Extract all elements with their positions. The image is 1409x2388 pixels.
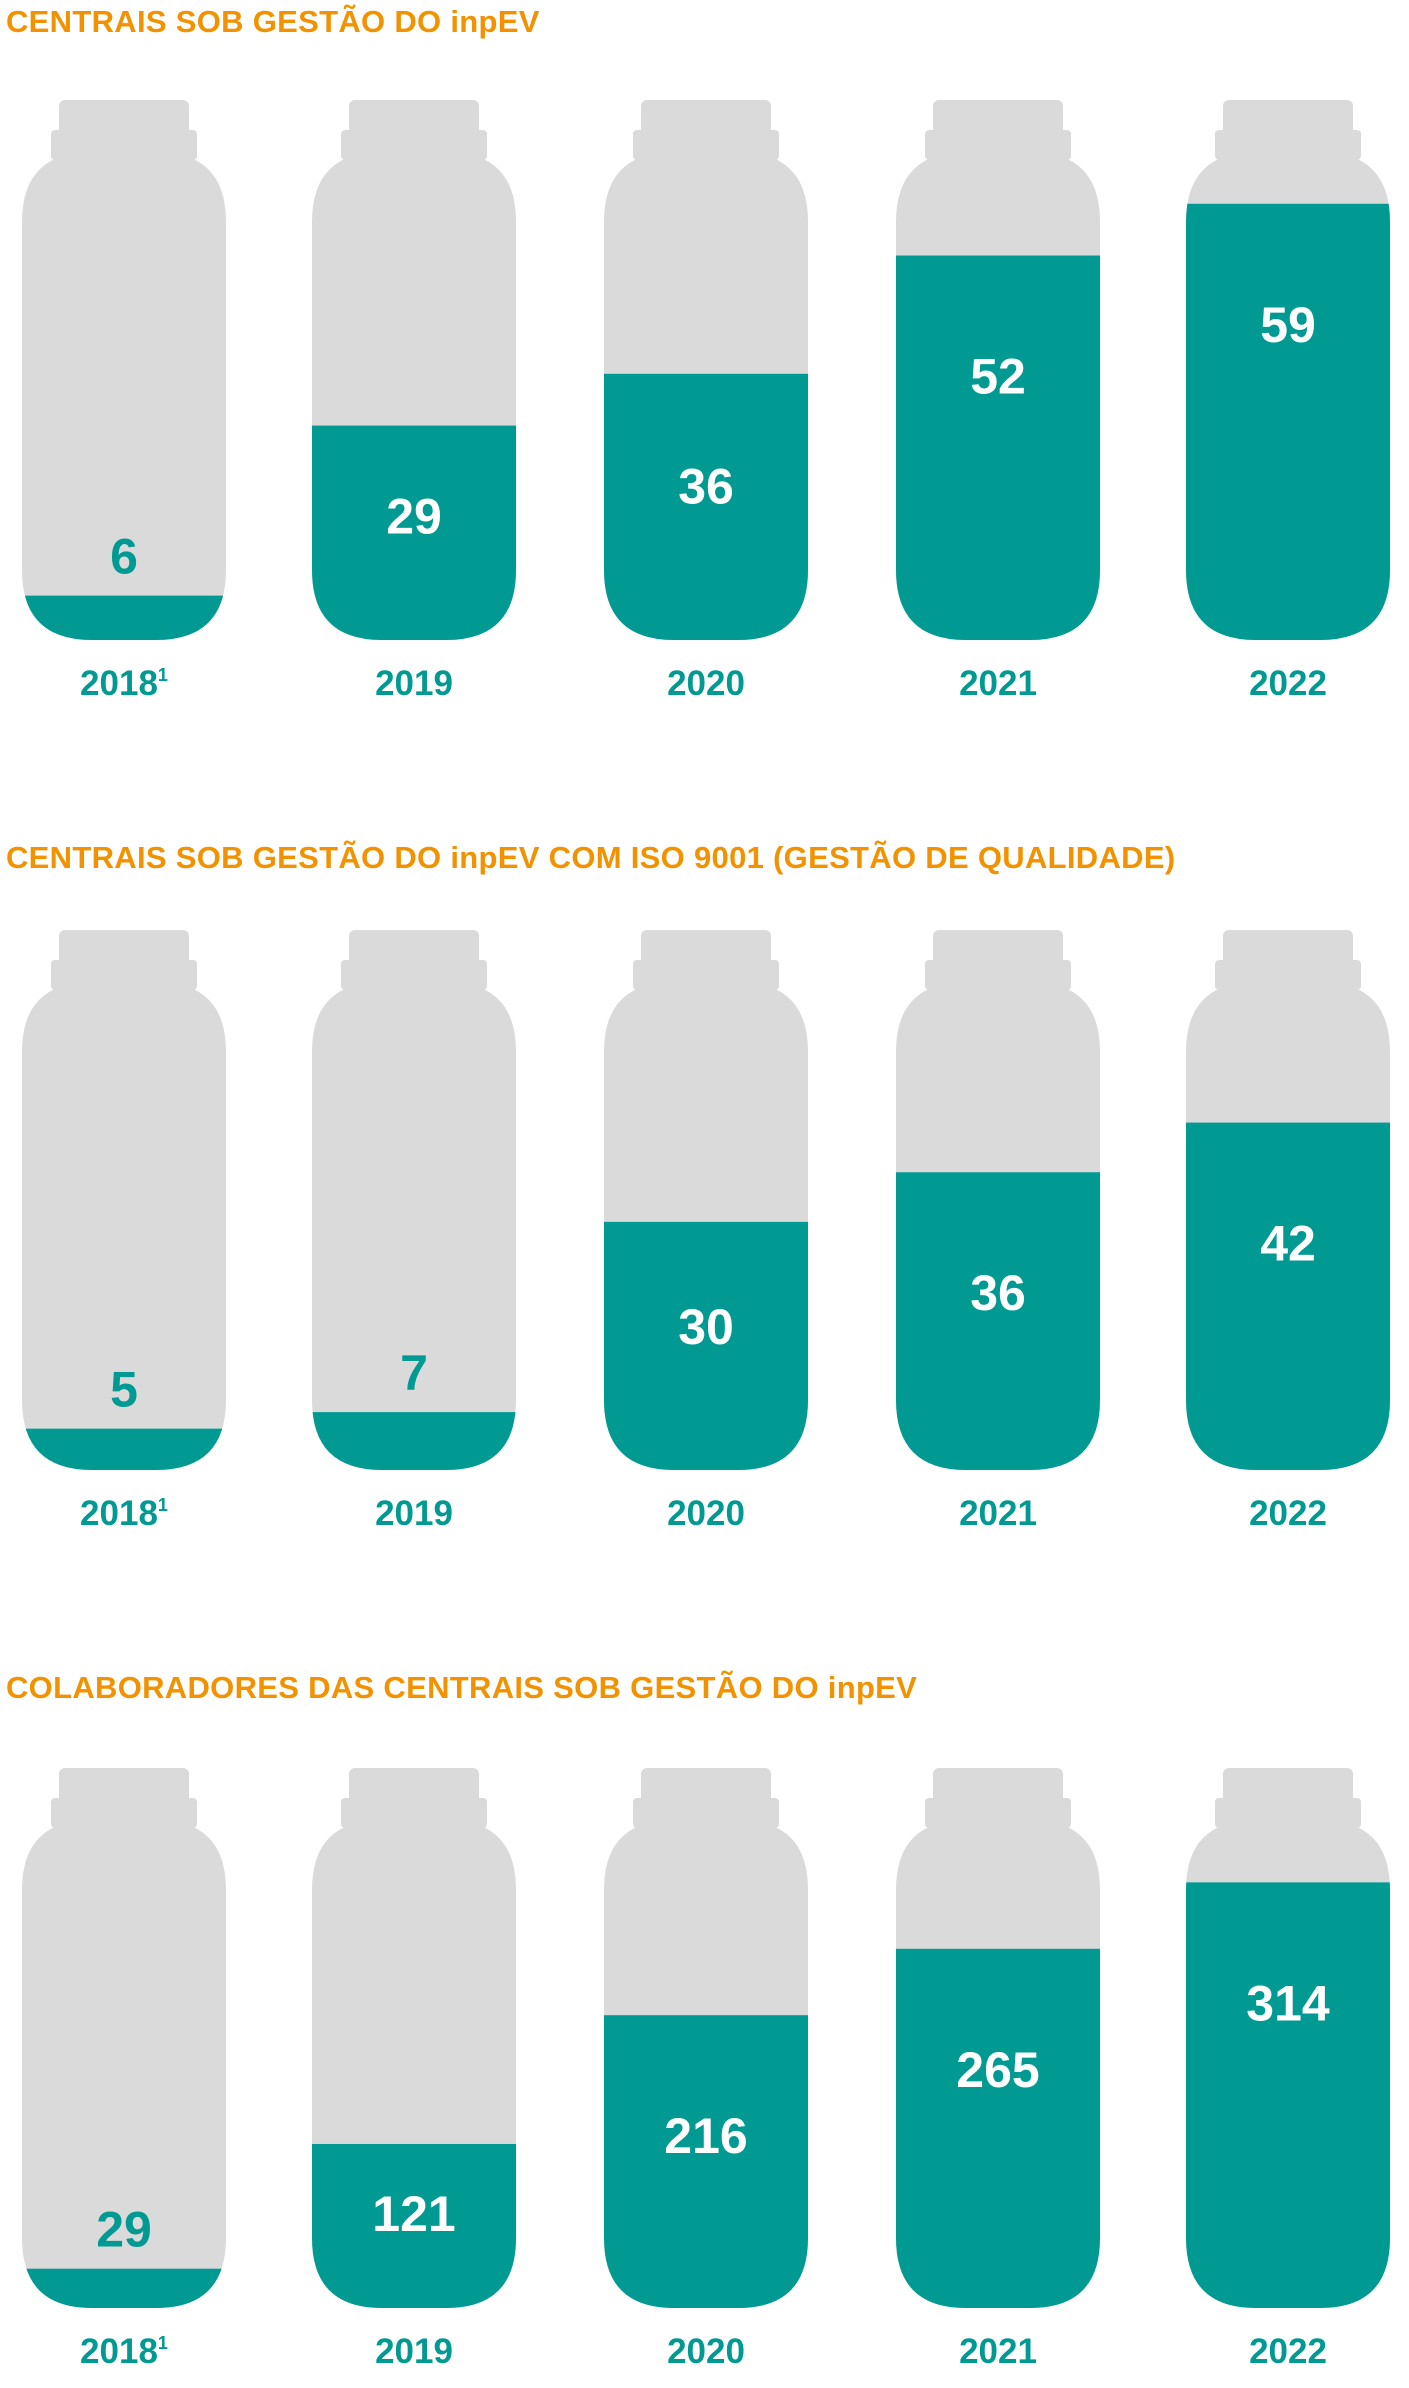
year-label: 2019 bbox=[375, 664, 453, 703]
bottle-2021: 52 2021 bbox=[896, 100, 1100, 703]
bottle-chart-centrais: 6 20181 29 2019 36 2020 52 2021 59 2022 bbox=[22, 100, 1390, 703]
year-label: 2022 bbox=[1249, 2332, 1327, 2371]
value-label: 314 bbox=[1246, 1975, 1330, 2031]
year-label: 20181 bbox=[80, 1494, 168, 1533]
value-label: 121 bbox=[372, 2186, 455, 2242]
chart-section-iso-9001: CENTRAIS SOB GESTÃO DO inpEV COM ISO 900… bbox=[0, 830, 1409, 1560]
value-label: 52 bbox=[970, 349, 1026, 405]
value-label: 6 bbox=[110, 529, 138, 585]
value-label: 5 bbox=[110, 1362, 138, 1418]
year-label: 2021 bbox=[959, 2332, 1037, 2371]
bottle-2021: 36 2021 bbox=[896, 930, 1100, 1533]
bottle-2019: 7 2019 bbox=[312, 930, 516, 1533]
bottle-2021: 265 2021 bbox=[896, 1768, 1100, 2371]
value-label: 7 bbox=[400, 1345, 428, 1401]
footnote-marker: 1 bbox=[158, 665, 168, 685]
year-label: 2022 bbox=[1249, 664, 1327, 703]
bar-fill-2019 bbox=[312, 425, 516, 640]
bar-fill-2019 bbox=[312, 2143, 516, 2308]
bottle-2018: 29 20181 bbox=[22, 1768, 226, 2371]
year-label: 2020 bbox=[667, 664, 745, 703]
bottle-body bbox=[22, 1820, 226, 2308]
bottle-2018: 6 20181 bbox=[22, 100, 226, 703]
value-label: 216 bbox=[664, 2108, 747, 2164]
footnote-marker: 1 bbox=[158, 2333, 168, 2353]
year-label: 2021 bbox=[959, 664, 1037, 703]
value-label: 29 bbox=[386, 489, 442, 545]
value-label: 42 bbox=[1260, 1216, 1316, 1272]
bar-fill-2021 bbox=[896, 1172, 1100, 1470]
year-label: 2019 bbox=[375, 1494, 453, 1533]
bar-fill-2020 bbox=[604, 1221, 808, 1470]
bottle-chart-iso-9001: 5 20181 7 2019 30 2020 36 2021 42 2022 bbox=[22, 930, 1390, 1533]
value-label: 30 bbox=[678, 1299, 734, 1355]
chart-section-colaboradores: COLABORADORES DAS CENTRAIS SOB GESTÃO DO… bbox=[0, 1650, 1409, 2371]
year-label: 2021 bbox=[959, 1494, 1037, 1533]
value-label: 265 bbox=[956, 2042, 1039, 2098]
bar-fill-2022 bbox=[1186, 1882, 1390, 2308]
bottle-body bbox=[22, 982, 226, 1470]
bottle-2019: 29 2019 bbox=[312, 100, 516, 703]
year-label: 2019 bbox=[375, 2332, 453, 2371]
value-label: 59 bbox=[1260, 297, 1316, 353]
value-label: 36 bbox=[678, 459, 734, 515]
bar-fill-2022 bbox=[1186, 1122, 1390, 1470]
bottle-body bbox=[312, 982, 516, 1470]
bar-fill-2020 bbox=[604, 2015, 808, 2308]
bar-fill-2020 bbox=[604, 373, 808, 640]
chart-title-iso-9001: CENTRAIS SOB GESTÃO DO inpEV COM ISO 900… bbox=[6, 840, 1176, 875]
bottle-chart-colaboradores: 29 20181 121 2019 216 2020 265 2021 314 2022 bbox=[22, 1768, 1390, 2371]
year-label: 2022 bbox=[1249, 1494, 1327, 1533]
year-label: 20181 bbox=[80, 664, 168, 703]
value-label: 36 bbox=[970, 1265, 1026, 1321]
bottle-2022: 314 2022 bbox=[1186, 1768, 1390, 2371]
chart-title-centrais: CENTRAIS SOB GESTÃO DO inpEV bbox=[6, 4, 540, 39]
bottle-2018: 5 20181 bbox=[22, 930, 226, 1533]
bottle-2019: 121 2019 bbox=[312, 1768, 516, 2371]
chart-section-centrais: CENTRAIS SOB GESTÃO DO inpEV 6 20181 29 201… bbox=[0, 0, 1409, 730]
bottle-2022: 42 2022 bbox=[1186, 930, 1390, 1533]
bar-fill-2022 bbox=[1186, 203, 1390, 640]
bar-fill-2018 bbox=[22, 2268, 226, 2308]
footnote-marker: 1 bbox=[158, 1495, 168, 1515]
bar-fill-2018 bbox=[22, 595, 226, 640]
bottle-2020: 216 2020 bbox=[604, 1768, 808, 2371]
chart-title-colaboradores: COLABORADORES DAS CENTRAIS SOB GESTÃO DO… bbox=[6, 1670, 918, 1705]
value-label: 29 bbox=[96, 2202, 152, 2258]
bar-fill-2018 bbox=[22, 1428, 226, 1470]
year-label: 2020 bbox=[667, 1494, 745, 1533]
bottle-2022: 59 2022 bbox=[1186, 100, 1390, 703]
bar-fill-2021 bbox=[896, 255, 1100, 640]
year-label: 2020 bbox=[667, 2332, 745, 2371]
bottle-body bbox=[22, 152, 226, 640]
bottle-2020: 30 2020 bbox=[604, 930, 808, 1533]
bar-fill-2019 bbox=[312, 1412, 516, 1470]
bar-fill-2021 bbox=[896, 1948, 1100, 2308]
bottle-2020: 36 2020 bbox=[604, 100, 808, 703]
year-label: 20181 bbox=[80, 2332, 168, 2371]
